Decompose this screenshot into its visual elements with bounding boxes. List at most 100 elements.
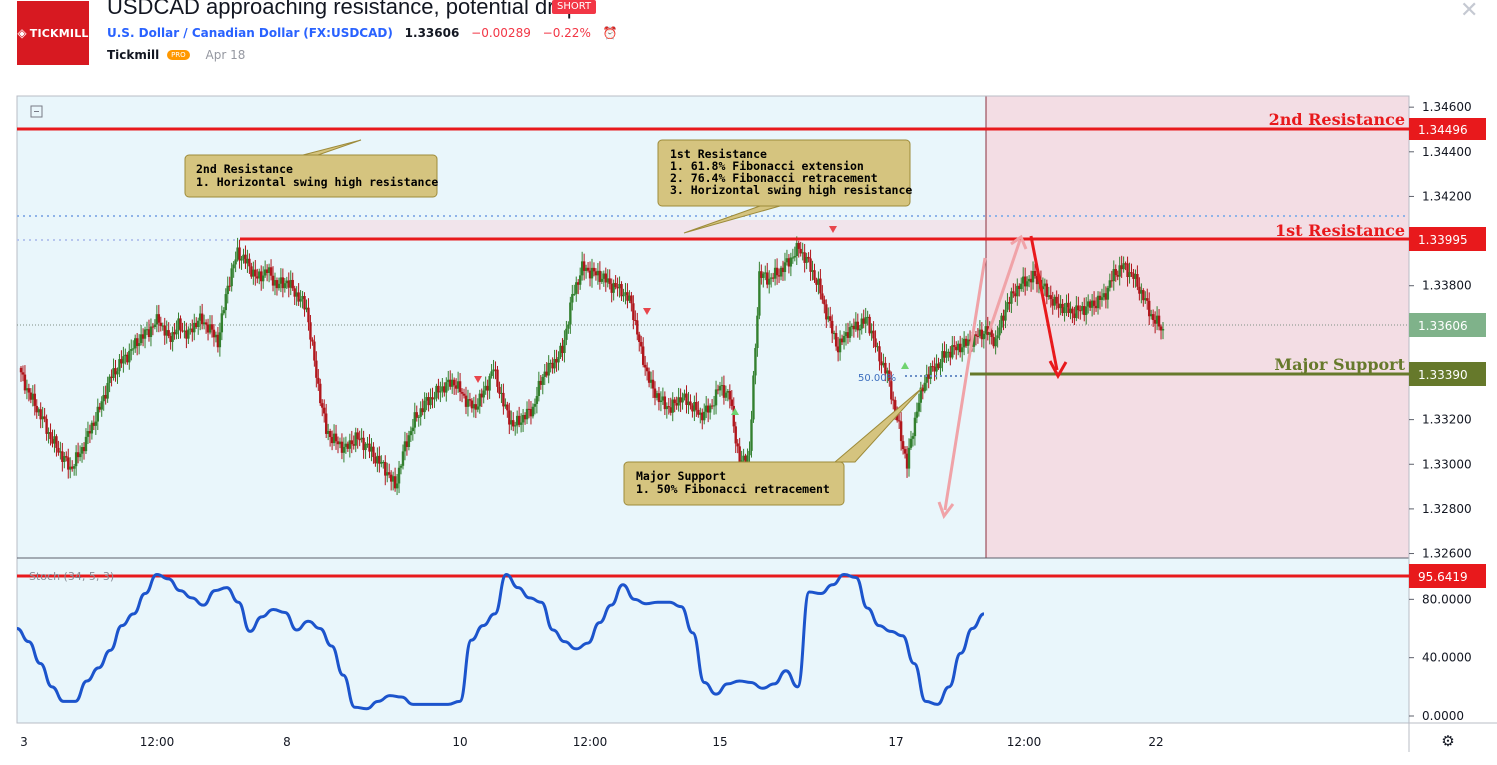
candle-body: [425, 397, 428, 401]
candle-body: [805, 256, 808, 263]
candle-body: [110, 376, 113, 378]
candle-body: [685, 393, 688, 405]
candle-body: [966, 339, 970, 346]
candle-body: [220, 313, 224, 333]
candle-body: [338, 441, 342, 445]
candle-body: [673, 399, 676, 404]
candle-body: [523, 414, 527, 420]
candle-body: [929, 366, 932, 379]
candle-body: [691, 405, 694, 412]
candle-body: [382, 461, 385, 463]
candle-body: [376, 455, 379, 464]
candle-body: [573, 293, 576, 295]
collapse-pane-icon[interactable]: [30, 105, 43, 118]
candle-body: [894, 400, 897, 412]
candle-body: [978, 329, 982, 337]
candle-body: [582, 261, 586, 271]
author-name[interactable]: Tickmill: [107, 48, 160, 62]
second-res-callout[interactable]: [184, 154, 438, 198]
candle-body: [994, 338, 997, 347]
candle-body: [496, 369, 499, 387]
stoch-level-text: 95.6419: [1418, 570, 1468, 584]
candle-body: [783, 262, 787, 273]
candle-body: [630, 295, 633, 304]
candle-body: [937, 363, 940, 369]
candle-body: [504, 404, 507, 407]
stoch-tick-label: 0.0000: [1422, 709, 1464, 723]
candle-body: [100, 401, 103, 410]
candle-body: [852, 325, 856, 330]
candle-body: [616, 287, 619, 289]
candle-body: [212, 329, 216, 338]
candle-body: [366, 443, 369, 445]
candle-body: [655, 393, 659, 398]
candle-body: [114, 368, 117, 375]
second-resistance-label: 2nd Resistance: [1269, 110, 1405, 129]
candle-body: [1055, 296, 1058, 304]
settings-gear-icon[interactable]: ⚙: [1441, 732, 1454, 750]
candle-body: [319, 383, 322, 404]
candle-body: [112, 368, 115, 378]
candle-body: [222, 310, 226, 314]
candle-body: [216, 334, 220, 348]
candle-body: [628, 295, 631, 301]
candle-body: [368, 443, 371, 452]
candle-body: [1027, 278, 1031, 282]
candle-body: [606, 278, 609, 283]
candle-body: [693, 402, 696, 412]
candle-body: [269, 267, 273, 276]
time-axis[interactable]: 3 12:00 8 10 12:00 15 17 12:00 22: [20, 735, 1163, 749]
candle-body: [803, 252, 806, 263]
candle-body: [754, 348, 757, 376]
candle-body: [1086, 301, 1090, 307]
candle-body: [766, 272, 769, 285]
candle-body: [864, 317, 867, 324]
candle-body: [844, 332, 848, 336]
candle-body: [27, 388, 31, 393]
candle-body: [90, 422, 94, 434]
price-tick-label: 1.34600: [1422, 100, 1472, 114]
candle-body: [124, 354, 127, 357]
candle-body: [728, 390, 732, 400]
resistance-zone: [240, 220, 986, 239]
candle-body: [781, 267, 785, 273]
candle-body: [153, 324, 157, 328]
price-label-major-support: [1409, 362, 1486, 386]
candle-body: [386, 472, 389, 476]
symbol-name[interactable]: U.S. Dollar / Canadian Dollar: [107, 26, 300, 40]
candle-body: [460, 392, 464, 394]
stoch-indicator-label[interactable]: Stoch (34, 5, 3): [29, 570, 114, 583]
price-label-text: 1.33995: [1418, 233, 1468, 247]
candle-body: [675, 403, 678, 406]
candle-body: [789, 257, 793, 267]
candle-body: [358, 439, 361, 441]
candle-body: [346, 443, 350, 449]
candle-body: [403, 441, 407, 452]
candle-body: [1010, 291, 1013, 304]
candle-body: [854, 321, 858, 330]
candle-body: [905, 453, 909, 469]
candle-body: [915, 411, 919, 418]
price-tick-label: 1.33200: [1422, 413, 1472, 427]
candle-body: [1004, 309, 1007, 321]
candle-body: [880, 361, 883, 366]
candle-body: [602, 273, 606, 279]
first-res-callout[interactable]: [657, 139, 911, 207]
support-callout[interactable]: [623, 461, 845, 506]
candle-body: [998, 327, 1001, 336]
candle-body: [895, 411, 899, 421]
close-icon[interactable]: ✕: [1460, 0, 1479, 23]
candle-body: [632, 303, 635, 321]
candle-body: [689, 401, 692, 406]
candle-body: [92, 422, 96, 426]
candle-body: [1041, 286, 1045, 290]
candle-body: [187, 329, 190, 339]
candle-body: [466, 399, 470, 407]
candle-body: [173, 332, 176, 335]
symbol-code[interactable]: (FX:USDCAD): [303, 26, 393, 40]
candle-body: [449, 379, 452, 387]
alarm-clock-icon[interactable]: ⏰: [602, 26, 618, 40]
candle-body: [151, 326, 155, 328]
candle-body: [238, 247, 241, 261]
